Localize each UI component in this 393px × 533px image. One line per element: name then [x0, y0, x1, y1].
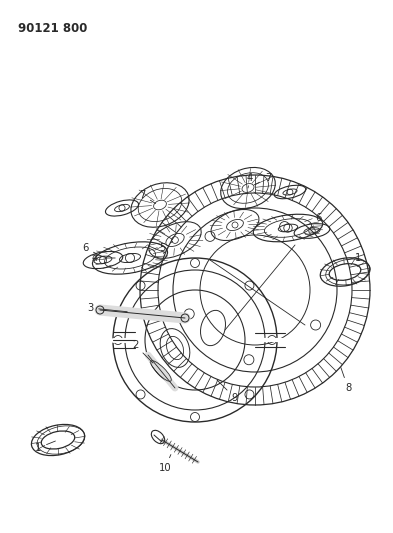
Text: 90121 800: 90121 800 — [18, 22, 87, 35]
Text: 7: 7 — [255, 173, 271, 185]
Text: 10: 10 — [159, 455, 171, 473]
Text: 1: 1 — [35, 441, 55, 453]
Text: 6: 6 — [82, 243, 103, 257]
Text: 4: 4 — [247, 173, 253, 188]
Text: 9: 9 — [217, 380, 238, 403]
Text: 5: 5 — [159, 241, 173, 253]
Text: 6: 6 — [312, 213, 321, 228]
Text: 8: 8 — [341, 368, 351, 393]
Text: 7: 7 — [139, 190, 156, 204]
Text: 2: 2 — [132, 340, 153, 363]
Text: 3: 3 — [87, 303, 127, 313]
Text: 4: 4 — [92, 253, 115, 263]
Text: 1: 1 — [350, 253, 361, 266]
